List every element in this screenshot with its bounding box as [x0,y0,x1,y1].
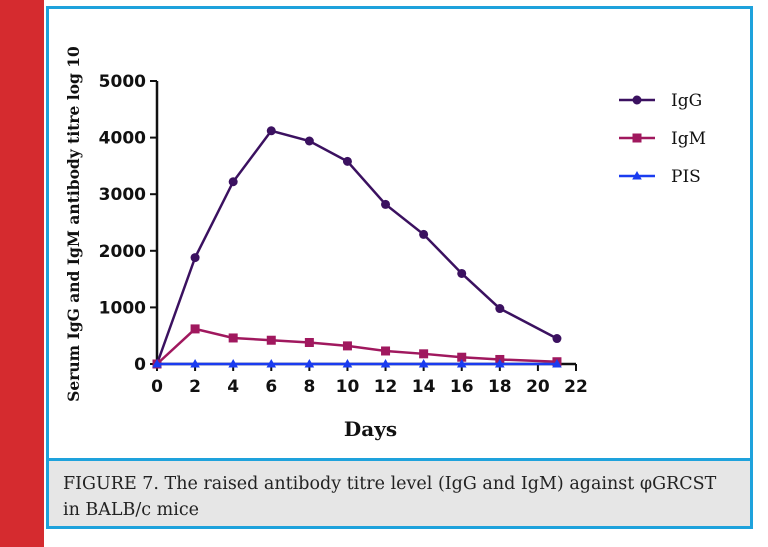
data-point-igg [266,126,276,136]
data-point-pis [228,359,238,368]
y-tick-label: 5000 [99,72,146,92]
data-point-igg [552,334,562,344]
data-point-igg [419,229,429,239]
legend-marker [632,171,642,180]
legend-marker [632,133,642,143]
data-point-igm [342,341,352,351]
series-igg [152,126,562,369]
caption-divider [49,458,750,461]
x-tick-label: 2 [189,377,201,397]
data-point-igm [419,349,429,359]
x-tick-label: 16 [450,377,474,397]
data-point-igm [304,337,314,347]
data-point-igm [228,333,238,343]
x-tick-label: 12 [374,377,398,397]
data-point-igg [228,177,238,187]
data-point-igm [190,324,200,334]
data-point-igg [304,136,314,146]
data-point-igg [190,253,200,263]
x-tick-label: 14 [412,377,436,397]
x-tick-label: 4 [227,377,239,397]
data-point-igg [381,199,391,209]
legend-marker [632,95,642,105]
data-point-pis [152,359,162,368]
x-tick-label: 8 [303,377,315,397]
legend-label: IgG [671,91,702,111]
legend-label: IgM [671,129,706,149]
y-tick-label: 4000 [99,129,146,149]
data-point-igg [495,304,505,314]
legend-item-igg: IgG [619,91,702,111]
y-tick-label: 1000 [99,298,146,318]
data-point-igg [457,268,467,278]
data-point-pis [380,359,391,368]
legend-item-igm: IgM [619,129,706,149]
data-point-pis [304,359,315,368]
data-point-pis [495,359,505,368]
y-tick-label: 0 [134,355,146,375]
legend-label: PIS [671,167,701,187]
y-tick-label: 3000 [99,185,146,205]
data-point-pis [418,359,429,368]
data-point-igg [342,156,352,166]
y-axis-title: Serum IgG and IgM antibody titre log 10 [64,46,83,402]
side-accent-bar [0,0,44,547]
x-tick-label: 6 [265,377,277,397]
data-point-igm [266,335,276,345]
y-tick-label: 2000 [99,242,146,262]
line-chart: 0 2 4 6 8 10 12 14 16 18 20 22 0 1000 2000 3000 4000 5000… [64,46,706,441]
data-point-pis [342,359,353,368]
legend-item-pis: PIS [619,167,701,187]
data-point-pis [266,359,277,368]
figure-caption: FIGURE 7. The raised antibody titre leve… [49,461,750,526]
x-tick-label: 22 [564,377,588,397]
data-point-igm [381,346,391,356]
x-tick-label: 0 [151,377,163,397]
x-tick-label: 18 [488,377,512,397]
x-axis-title: Days [344,417,397,441]
x-tick-label: 20 [526,377,550,397]
series-line-igg [155,129,558,365]
data-point-pis [552,359,562,368]
series-pis [152,359,562,368]
figure-frame: 0 2 4 6 8 10 12 14 16 18 20 22 0 1000 2000 3000 4000 5000… [46,6,753,529]
data-point-igm [457,352,467,362]
data-point-pis [456,359,467,368]
data-point-pis [190,359,200,368]
x-tick-label: 10 [336,377,360,397]
